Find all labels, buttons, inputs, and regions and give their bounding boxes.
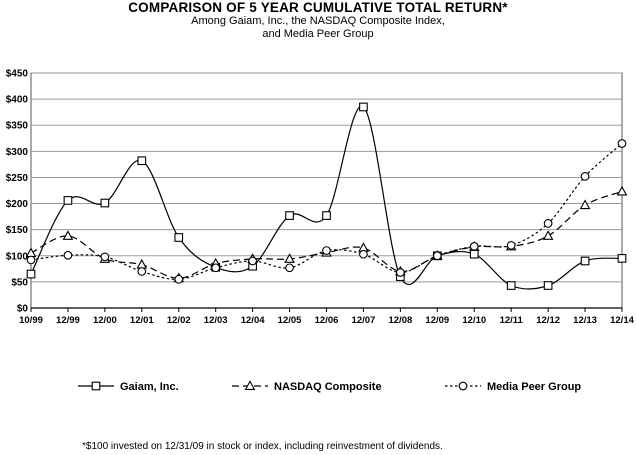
- data-point-gaiam-inc: [543, 281, 553, 290]
- chart-title: COMPARISON OF 5 YEAR CUMULATIVE TOTAL RE…: [128, 0, 508, 15]
- legend-label-nasdaq-composite: NASDAQ Composite: [274, 381, 382, 393]
- data-point-gaiam-inc: [26, 269, 36, 279]
- data-point-nasdaq-composite: [62, 230, 74, 240]
- data-point-media-peer-group: [137, 267, 147, 276]
- data-point-gaiam-inc: [285, 211, 294, 220]
- y-tick-label: $100: [6, 251, 29, 262]
- data-point-media-peer-group: [432, 251, 442, 261]
- data-point-nasdaq-composite: [616, 185, 628, 196]
- x-tick-label: 12/10: [462, 315, 486, 326]
- data-point-media-peer-group: [580, 172, 590, 181]
- data-point-nasdaq-composite: [579, 199, 591, 210]
- footnote: *$100 invested on 12/31/09 in stock or i…: [82, 441, 443, 452]
- x-tick-label: 12/05: [278, 315, 302, 326]
- data-point-gaiam-inc: [617, 254, 627, 263]
- data-point-gaiam-inc: [100, 198, 110, 208]
- x-tick-label: 12/00: [93, 315, 117, 326]
- data-point-nasdaq-composite: [542, 230, 554, 240]
- axis-layer: $0 $50 $100 $150 $200 $250 $300 $350 $400 $450 10/…: [6, 69, 635, 327]
- legend-marker-media-peer-group: [458, 381, 468, 391]
- plot-area: [30, 72, 623, 309]
- data-point-media-peer-group: [506, 240, 516, 250]
- legend-layer: Gaiam, Inc. NASDAQ Composite Media Peer Gr…: [78, 380, 581, 393]
- x-tick-label: 10/99: [19, 315, 43, 326]
- x-tick-label: 12/11: [500, 315, 524, 326]
- y-tick-label: $350: [6, 121, 29, 132]
- x-tick-label: 12/06: [315, 315, 339, 326]
- legend-label-gaiam-inc: Gaiam, Inc.: [120, 381, 179, 393]
- series-layer: [25, 102, 628, 290]
- data-point-media-peer-group: [174, 274, 184, 284]
- data-point-gaiam-inc: [359, 102, 368, 112]
- data-point-media-peer-group: [285, 263, 294, 273]
- y-tick-label: $300: [6, 147, 29, 158]
- x-tick-label: 12/08: [388, 315, 412, 326]
- y-tick-label: $200: [6, 199, 29, 210]
- data-point-gaiam-inc: [137, 156, 147, 166]
- data-point-media-peer-group: [322, 246, 331, 255]
- y-tick-label: $250: [6, 173, 29, 184]
- x-tick-label: 12/14: [610, 315, 634, 326]
- data-point-gaiam-inc: [580, 256, 590, 266]
- x-tick-label: 12/01: [130, 315, 154, 326]
- data-point-gaiam-inc: [174, 233, 184, 242]
- data-point-media-peer-group: [617, 139, 627, 148]
- legend-marker-gaiam-inc: [91, 381, 101, 391]
- y-tick-label: $150: [6, 225, 29, 236]
- y-tick-label: $400: [6, 95, 29, 106]
- line-chart: $0 $50 $100 $150 $200 $250 $300 $350 $400 $450 10/…: [6, 69, 635, 394]
- x-tick-label: 12/07: [352, 315, 376, 326]
- data-point-gaiam-inc: [322, 211, 331, 220]
- x-tick-label: 12/04: [241, 315, 265, 326]
- chart-subtitle-line-1: Among Gaiam, Inc., the NASDAQ Composite …: [191, 15, 445, 27]
- y-tick-label: $0: [17, 304, 29, 315]
- x-tick-label: 12/03: [204, 315, 228, 326]
- data-point-media-peer-group: [543, 219, 553, 228]
- data-point-media-peer-group: [469, 242, 479, 251]
- x-tick-label: 12/12: [536, 315, 560, 326]
- y-tick-label: $450: [6, 69, 29, 80]
- x-tick-label: 12/02: [167, 315, 191, 326]
- data-point-gaiam-inc: [506, 281, 516, 290]
- x-tick-label: 12/13: [573, 315, 597, 326]
- data-point-media-peer-group: [248, 256, 257, 266]
- legend-marker-nasdaq-composite: [244, 380, 256, 390]
- data-point-media-peer-group: [359, 249, 368, 259]
- data-point-media-peer-group: [100, 252, 110, 262]
- data-point-media-peer-group: [26, 255, 36, 265]
- data-point-media-peer-group: [396, 268, 405, 277]
- data-point-gaiam-inc: [63, 196, 73, 205]
- data-point-media-peer-group: [63, 250, 73, 260]
- legend-label-media-peer-group: Media Peer Group: [487, 381, 581, 393]
- grid-layer: [30, 72, 623, 309]
- chart-subtitle-line-2: and Media Peer Group: [262, 28, 374, 40]
- y-tick-label: $50: [11, 277, 28, 288]
- x-tick-label: 12/99: [56, 315, 80, 326]
- x-tick-label: 12/09: [425, 315, 449, 326]
- data-point-media-peer-group: [211, 263, 221, 273]
- data-point-nasdaq-composite: [284, 253, 295, 263]
- data-point-gaiam-inc: [469, 249, 479, 259]
